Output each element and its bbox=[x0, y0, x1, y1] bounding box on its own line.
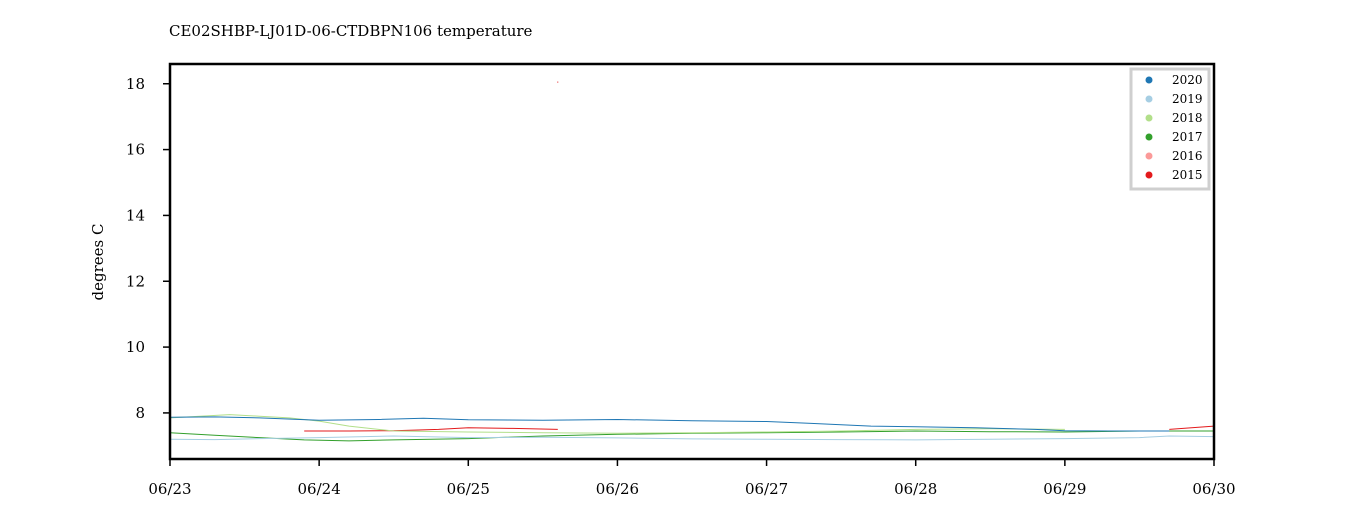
x-tick-label: 06/25 bbox=[447, 480, 490, 498]
legend-label-2019: 2019 bbox=[1172, 92, 1203, 106]
outlier-point bbox=[557, 82, 558, 83]
x-tick-label: 06/24 bbox=[298, 480, 341, 498]
legend-label-2016: 2016 bbox=[1172, 149, 1203, 163]
legend-label-2017: 2017 bbox=[1172, 130, 1203, 144]
legend-label-2015: 2015 bbox=[1172, 168, 1203, 182]
legend-marker-2020 bbox=[1146, 77, 1153, 84]
x-tick-label: 06/23 bbox=[148, 480, 191, 498]
legend-marker-2016 bbox=[1146, 153, 1153, 160]
x-tick-label: 06/26 bbox=[596, 480, 639, 498]
x-tick-label: 06/27 bbox=[745, 480, 788, 498]
series-line-2018 bbox=[170, 415, 1065, 434]
plot-frame bbox=[170, 64, 1214, 459]
x-tick-label: 06/30 bbox=[1192, 480, 1235, 498]
y-tick-label: 12 bbox=[126, 272, 145, 290]
plot-area bbox=[170, 82, 1214, 441]
y-tick-label: 10 bbox=[126, 338, 145, 356]
legend-marker-2019 bbox=[1146, 96, 1153, 103]
series-line-2019 bbox=[170, 436, 1214, 440]
y-tick-label: 14 bbox=[126, 206, 145, 224]
series-line-2015 bbox=[304, 426, 1214, 431]
legend-label-2020: 2020 bbox=[1172, 73, 1203, 87]
legend: 2020 2019 2018 2017 2016 2015 bbox=[1131, 69, 1209, 189]
legend-marker-2018 bbox=[1146, 115, 1153, 122]
legend-label-2018: 2018 bbox=[1172, 111, 1203, 125]
x-tick-label: 06/28 bbox=[894, 480, 937, 498]
legend-marker-2017 bbox=[1146, 134, 1153, 141]
y-tick-label: 8 bbox=[135, 404, 145, 422]
y-tick-label: 18 bbox=[126, 75, 145, 93]
series-line-2020 bbox=[170, 417, 1169, 431]
legend-marker-2015 bbox=[1146, 172, 1153, 179]
y-tick-label: 16 bbox=[126, 141, 145, 159]
x-tick-label: 06/29 bbox=[1043, 480, 1086, 498]
